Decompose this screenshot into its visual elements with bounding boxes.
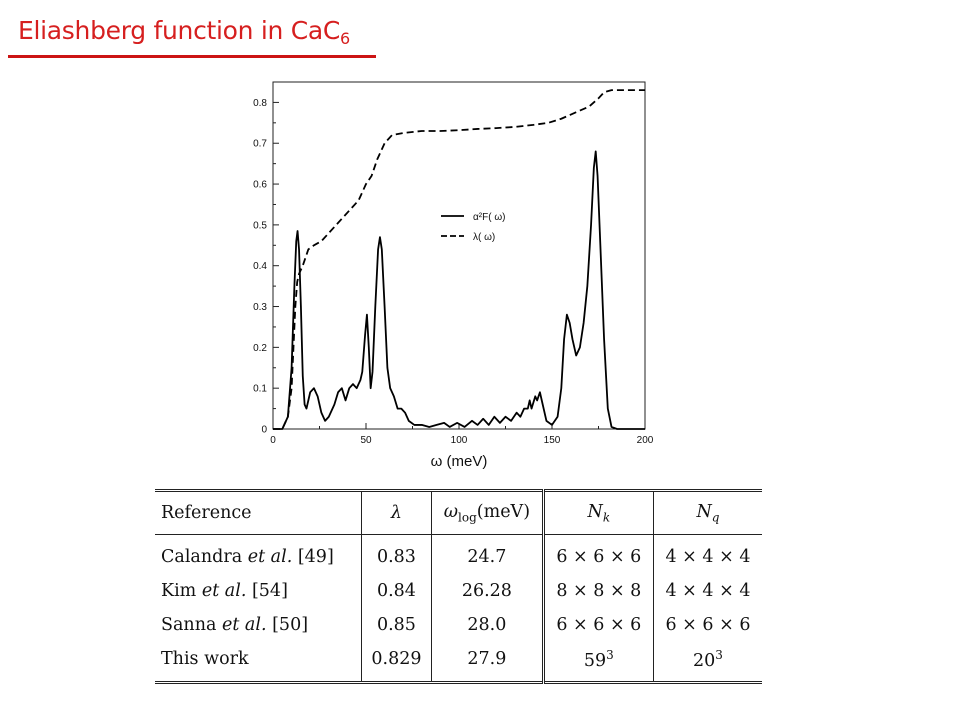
slide-title-subscript: 6 — [340, 29, 350, 48]
cell-reference: Kim et al. [54] — [155, 574, 361, 608]
ref-etal: et al. — [221, 615, 267, 635]
table-header-row: Reference λ ωlog(meV) Nk Nq — [155, 490, 762, 535]
nq-exponent: 3 — [715, 647, 723, 662]
title-underline — [8, 55, 376, 58]
y-tick-label: 0.5 — [253, 220, 267, 231]
ref-author: Calandra — [161, 547, 243, 567]
y-tick-label: 0.3 — [253, 302, 267, 313]
nq-base: 20 — [693, 650, 716, 671]
nk-base: 59 — [583, 650, 607, 671]
cell-nq: 6 × 6 × 6 — [652, 608, 762, 642]
cell-reference: Calandra et al. [49] — [155, 535, 361, 575]
cell-nq: 4 × 4 × 4 — [652, 574, 762, 608]
cell-nq: 4 × 4 × 4 — [652, 534, 762, 574]
lambda-series-line — [273, 89, 645, 430]
ref-author: Sanna — [161, 615, 217, 635]
x-tick-label: 150 — [544, 435, 561, 446]
y-tick-label: 0.1 — [253, 384, 267, 395]
a2f-series-line — [273, 150, 645, 430]
ref-citation: [49] — [297, 547, 334, 567]
header-lambda: λ — [360, 490, 432, 535]
slide-title-text: Eliashberg function in CaC — [18, 16, 341, 45]
cell-nk: 6 × 6 × 6 — [541, 608, 654, 642]
table-row: Calandra et al. [49] 0.83 24.7 6 × 6 × 6… — [155, 534, 762, 575]
x-tick-label: 50 — [360, 435, 372, 446]
header-omega-log: ωlog(meV) — [431, 490, 544, 535]
y-tick-label: 0 — [261, 425, 267, 436]
eliashberg-chart: 0 50 100 150 200 0 0.1 0.2 0.3 0.4 0.5 0.6 0.7 0.8 α²… — [253, 81, 654, 470]
cell-omega-log: 28.0 — [431, 608, 544, 642]
y-tick-label: 0.4 — [253, 261, 267, 272]
cell-omega-log: 26.28 — [431, 574, 544, 608]
cell-omega-log: 27.9 — [431, 642, 544, 683]
legend-label: λ( ω) — [473, 232, 495, 243]
header-omega-unit: (meV) — [476, 501, 531, 522]
ref-etal: et al. — [247, 547, 293, 567]
header-omega-symbol: ω — [443, 501, 459, 522]
header-nq: Nq — [652, 490, 762, 535]
x-tick-label: 0 — [270, 435, 276, 446]
y-tick-label: 0.7 — [253, 139, 267, 150]
table-row: This work 0.829 27.9 593 203 — [155, 642, 762, 683]
cell-reference: Sanna et al. [50] — [155, 608, 361, 642]
ref-citation: [54] — [251, 581, 288, 601]
slide-title: Eliashberg function in CaC6 — [18, 16, 350, 48]
cell-lambda: 0.84 — [360, 574, 432, 608]
header-omega-subscript: log — [458, 510, 477, 525]
cell-reference: This work — [161, 649, 249, 669]
cell-lambda: 0.829 — [360, 642, 432, 683]
y-tick-label: 0.8 — [253, 98, 267, 109]
cell-nk: 6 × 6 × 6 — [541, 534, 654, 574]
header-nq-subscript: q — [711, 510, 720, 525]
x-axis-label: ω (meV) — [431, 453, 488, 470]
y-tick-label: 0.2 — [253, 343, 267, 354]
legend-label: α²F( ω) — [473, 212, 505, 223]
header-nk-subscript: k — [602, 510, 611, 525]
cell-nk: 8 × 8 × 8 — [541, 574, 654, 608]
axis-ticks: 0 50 100 150 200 0 0.1 0.2 0.3 0.4 0.5 0.6 0.7 0.8 — [253, 81, 654, 446]
table-row: Sanna et al. [50] 0.85 28.0 6 × 6 × 6 6 … — [155, 608, 762, 642]
x-tick-label: 100 — [451, 435, 468, 446]
header-lambda-symbol: λ — [390, 503, 402, 523]
header-reference: Reference — [155, 490, 362, 535]
ref-citation: [50] — [272, 615, 309, 635]
ref-etal: et al. — [201, 581, 247, 601]
reference-table: Reference λ ωlog(meV) Nk Nq Calandra et … — [155, 489, 762, 684]
cell-lambda: 0.83 — [360, 534, 432, 574]
series-group — [273, 89, 645, 430]
y-tick-label: 0.6 — [253, 180, 267, 191]
ref-author: Kim — [161, 581, 197, 601]
legend: α²F( ω) λ( ω) — [441, 212, 505, 243]
x-tick-label: 200 — [637, 435, 654, 446]
cell-omega-log: 24.7 — [431, 534, 544, 574]
cell-nk: 593 — [541, 642, 654, 683]
nk-exponent: 3 — [606, 647, 614, 662]
cell-lambda: 0.85 — [360, 608, 432, 642]
table-row: Kim et al. [54] 0.84 26.28 8 × 8 × 8 4 ×… — [155, 574, 762, 608]
cell-nq: 203 — [652, 642, 762, 683]
header-nq-symbol: N — [696, 501, 712, 522]
header-nk-symbol: N — [587, 501, 603, 522]
header-nk: Nk — [541, 490, 654, 535]
